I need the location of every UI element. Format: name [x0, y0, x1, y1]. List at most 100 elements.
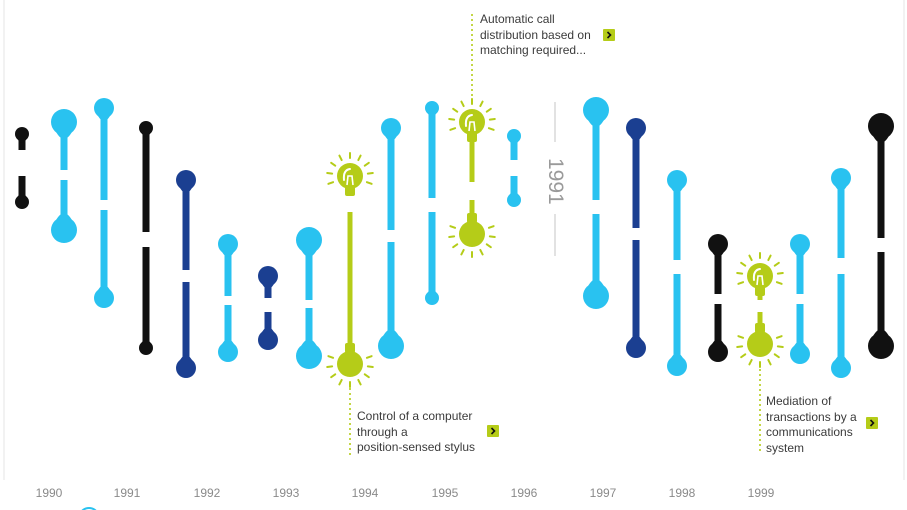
dna-strand[interactable] — [218, 234, 238, 362]
bulb-ray — [363, 373, 370, 379]
bulb-ray — [479, 100, 484, 108]
bulb-ray — [327, 355, 335, 359]
bulb-ray — [488, 235, 496, 239]
bulb-ray — [449, 225, 457, 229]
bulb-ray — [448, 117, 456, 121]
annotation-line: Mediation of — [766, 394, 832, 408]
dna-strand[interactable] — [868, 113, 894, 359]
bulb-ray — [479, 248, 484, 256]
dna-strand[interactable] — [831, 168, 851, 378]
bulb-base — [467, 132, 477, 142]
bulb-ray — [736, 271, 744, 275]
annotation-arrow-button-automatic-call[interactable] — [603, 29, 615, 41]
bulb-ray — [366, 365, 374, 369]
year-label-1992[interactable]: 1992 — [193, 486, 221, 500]
bulb-filament — [468, 121, 476, 132]
strand-top-taper — [220, 249, 236, 257]
annotation-arrow-button-control-of-computer[interactable] — [487, 425, 499, 437]
bulb-glass — [459, 221, 485, 247]
annotation-line: Control of a computer — [357, 409, 473, 423]
dna-strand[interactable] — [258, 266, 278, 350]
strand-top-taper — [710, 249, 726, 257]
center-year-label: 1991 — [544, 158, 567, 205]
dna-strand[interactable] — [296, 227, 322, 369]
bulb-ray — [365, 181, 373, 185]
bulb-highlight — [342, 168, 351, 181]
bulb-base — [467, 213, 477, 223]
bulb-ray — [487, 127, 495, 131]
strand-bottom-taper — [178, 355, 194, 363]
strand-bottom-taper — [792, 341, 808, 349]
year-label-1996[interactable]: 1996 — [510, 486, 538, 500]
dna-strand[interactable] — [176, 170, 196, 378]
annotation-line: Automatic call — [480, 12, 555, 26]
strand-top-taper — [628, 133, 644, 141]
year-label-1998[interactable]: 1998 — [668, 486, 696, 500]
bulb-base — [345, 186, 355, 196]
annotation-mediation-of-transactions: Mediation of transactions by a communica… — [766, 394, 857, 456]
chevron-right-icon — [869, 419, 875, 427]
strand-bottom-taper — [833, 355, 849, 363]
dna-strand[interactable] — [507, 129, 521, 207]
bulb-ray — [737, 281, 745, 285]
year-label-1995[interactable]: 1995 — [431, 486, 459, 500]
bulb-ray — [775, 281, 783, 285]
bulb-ray — [452, 107, 459, 113]
dna-strand[interactable] — [708, 234, 728, 362]
bulb-ray — [488, 117, 496, 121]
bulb-highlight — [464, 114, 473, 127]
dna-strand[interactable] — [736, 252, 784, 368]
dna-strand[interactable] — [583, 97, 609, 309]
bulb-base — [755, 323, 765, 333]
bulb-ray — [767, 358, 772, 366]
bulb-ray — [363, 161, 370, 167]
dna-strand[interactable] — [667, 170, 687, 376]
year-label-1994[interactable]: 1994 — [351, 486, 379, 500]
bulb-glass — [747, 331, 773, 357]
annotation-line: matching required... — [480, 43, 587, 57]
year-label-1997[interactable]: 1997 — [589, 486, 617, 500]
bulb-ray — [448, 235, 456, 239]
dna-strand[interactable] — [448, 98, 496, 258]
dna-strand[interactable] — [94, 98, 114, 308]
bulb-ray — [767, 254, 772, 262]
bulb-ray — [740, 353, 747, 359]
dna-strand[interactable] — [626, 118, 646, 358]
dna-strand[interactable] — [790, 234, 810, 364]
bulb-ray — [338, 154, 343, 162]
bulb-ray — [357, 154, 362, 162]
bulb-ray — [748, 358, 753, 366]
strand-bottom-taper — [260, 327, 276, 335]
strand-bottom-taper — [586, 279, 606, 290]
dna-strand[interactable] — [15, 127, 29, 209]
bulb-ray — [460, 248, 465, 256]
year-label-1999[interactable]: 1999 — [747, 486, 775, 500]
dna-strand[interactable] — [378, 118, 404, 359]
strand-bottom-taper — [381, 329, 401, 340]
year-label-1990[interactable]: 1990 — [35, 486, 63, 500]
bulb-ray — [485, 243, 492, 249]
strand-bottom-taper — [220, 339, 236, 347]
strand-bottom-taper — [508, 190, 520, 197]
annotation-arrow-button-mediation[interactable] — [866, 417, 878, 429]
annotation-line: communications — [766, 425, 853, 439]
bulb-ray — [736, 345, 744, 349]
year-label-1993[interactable]: 1993 — [272, 486, 300, 500]
strand-top-taper — [792, 249, 808, 257]
strand-top-taper — [178, 185, 194, 193]
bulb-ray — [327, 181, 335, 185]
chevron-right-icon — [606, 31, 612, 39]
dna-strand[interactable] — [326, 152, 374, 388]
year-label-1991[interactable]: 1991 — [113, 486, 141, 500]
partial-circle-icon — [81, 507, 97, 510]
bulb-filament — [756, 275, 764, 286]
strand-top-taper — [871, 132, 891, 143]
strand-top-taper — [508, 139, 520, 146]
annotation-line: position-sensed stylus — [357, 440, 476, 454]
bulb-ray — [452, 243, 459, 249]
bulb-ray — [776, 271, 784, 275]
dna-strand[interactable] — [139, 121, 153, 355]
dna-strand[interactable] — [51, 109, 77, 243]
dna-strand[interactable] — [425, 101, 439, 305]
strands-layer — [15, 97, 894, 388]
